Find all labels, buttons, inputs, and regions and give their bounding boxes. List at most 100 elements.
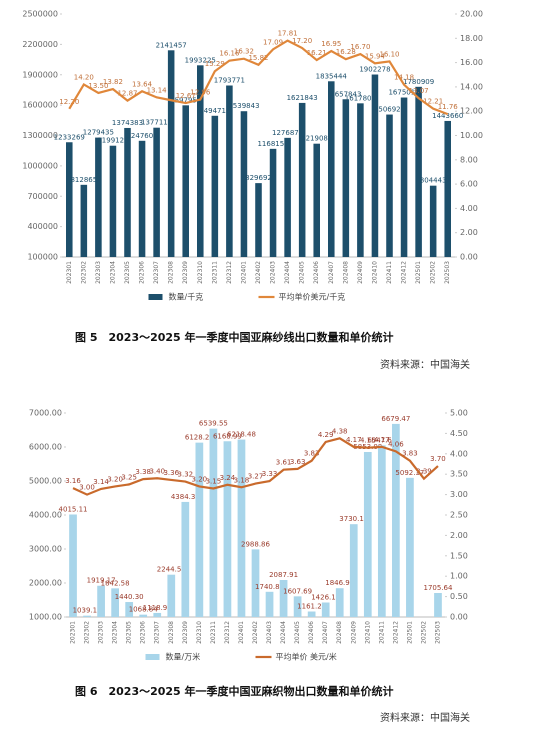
x-tick-label: 202409 xyxy=(350,621,357,644)
line-value-label: 12.20 xyxy=(59,98,79,106)
x-tick-label: 202407 xyxy=(328,261,335,284)
line-value-label: 3.63 xyxy=(290,458,306,466)
bar-value-label: 1539843 xyxy=(228,102,259,110)
line-value-label: 3.61 xyxy=(276,459,292,467)
line-value-label: 16.10 xyxy=(379,50,399,58)
bar-value-label: 1993225 xyxy=(185,56,216,64)
line-value-label: 13.50 xyxy=(88,82,108,90)
x-tick-label: 202306 xyxy=(139,261,146,284)
x-tick-label: 202406 xyxy=(313,261,320,284)
bar xyxy=(109,145,117,257)
source: 资料来源：中国海关 xyxy=(380,358,470,371)
bar-value-label: 1780909 xyxy=(403,78,434,86)
x-tick-label: 202410 xyxy=(371,261,378,284)
bar xyxy=(434,593,442,617)
x-tick-label: 202304 xyxy=(112,621,119,644)
bar-value-label: 6168.99 xyxy=(213,432,242,440)
x-tick-label: 202310 xyxy=(197,261,204,284)
line-value-label: 3.24 xyxy=(220,474,236,482)
bar-value-label: 5092.37 xyxy=(395,469,424,477)
bar-value-label: 2988.86 xyxy=(241,540,270,548)
line-value-label: 4.17 xyxy=(374,436,390,444)
bar-value-label: 6679.47 xyxy=(381,415,410,423)
y2-tick-label: 14.00 xyxy=(460,82,483,91)
bar-value-label: 1247604 xyxy=(126,132,158,140)
caption: 图 6 2023～2025 年一季度中国亚麻织物出口数量和单价统计 xyxy=(75,684,394,698)
x-tick-label: 202305 xyxy=(124,261,131,284)
bar-value-label: 6047.64 xyxy=(367,436,396,444)
bar xyxy=(321,602,330,617)
x-tick-label: 202411 xyxy=(386,261,393,284)
y2-tick-label: 2.50 xyxy=(450,511,468,520)
line-value-label: 12.67 xyxy=(176,92,196,100)
bar-value-label: 1276877 xyxy=(272,129,303,137)
legend-label: 数量/千克 xyxy=(169,292,204,302)
bar-value-label: 4015.11 xyxy=(59,505,88,513)
line-value-label: 16.70 xyxy=(350,43,370,51)
bar-value-label: 2087.91 xyxy=(269,571,298,579)
bar xyxy=(226,85,233,258)
bar-value-label: 6218.48 xyxy=(227,431,256,439)
y2-tick-label: 16.00 xyxy=(460,58,483,67)
y2-tick-label: 10.00 xyxy=(460,131,483,140)
bar xyxy=(139,614,148,617)
y2-tick-label: 6.00 xyxy=(460,180,478,189)
line-value-label: 14.20 xyxy=(74,73,94,81)
bar xyxy=(182,105,189,258)
y2-tick-label: 12.00 xyxy=(460,107,483,116)
x-tick-label: 202304 xyxy=(109,261,116,284)
line xyxy=(72,437,439,496)
line-value-label: 12.96 xyxy=(190,89,211,97)
line-value-label: 12.87 xyxy=(117,90,137,98)
bar-value-label: 1199126 xyxy=(97,137,129,145)
y2-tick-label: 3.50 xyxy=(450,470,468,479)
bar xyxy=(111,588,119,617)
x-tick-label: 202312 xyxy=(224,621,231,644)
line-value-label: 13.64 xyxy=(132,80,153,88)
x-tick-label: 202406 xyxy=(308,621,315,644)
y-tick-label: 2200000 xyxy=(22,40,58,49)
bar xyxy=(237,439,246,617)
x-tick-label: 202308 xyxy=(168,621,175,644)
line-value-label: 15.82 xyxy=(248,54,268,62)
y-tick-label: 1300000 xyxy=(22,131,58,140)
x-tick-label: 202303 xyxy=(95,261,102,284)
x-tick-label: 202311 xyxy=(210,621,217,644)
x-tick-label: 202404 xyxy=(284,261,291,284)
bar xyxy=(284,137,291,257)
x-tick-label: 202503 xyxy=(444,261,451,284)
x-tick-label: 202403 xyxy=(266,621,273,644)
y-tick-label: 700000 xyxy=(27,192,58,201)
y2-tick-label: 8.00 xyxy=(460,155,478,164)
line-value-label: 3.32 xyxy=(178,471,194,479)
line-value-label: 3.20 xyxy=(107,475,123,483)
line-value-label: 4.29 xyxy=(318,431,334,439)
bar-value-label: 1118.98 xyxy=(143,604,172,612)
x-tick-label: 202409 xyxy=(357,261,364,284)
bar xyxy=(335,588,344,617)
x-tick-label: 202301 xyxy=(70,621,77,644)
bar xyxy=(279,580,288,617)
bar xyxy=(167,574,176,617)
line-value-label: 16.21 xyxy=(307,49,327,57)
x-tick-label: 202308 xyxy=(168,261,175,284)
x-tick-label: 202408 xyxy=(336,621,343,644)
bar-value-label: 1902278 xyxy=(359,66,390,74)
line-value-label: 3.15 xyxy=(206,477,222,485)
bar-value-label: 1675012 xyxy=(388,89,419,97)
bar-value-label: 1617802 xyxy=(345,94,376,102)
bar-value-label: 1377117 xyxy=(141,119,172,127)
y-tick-label: 1900000 xyxy=(22,70,58,79)
line-value-label: 16.32 xyxy=(234,48,254,56)
bar xyxy=(377,445,386,617)
bar xyxy=(406,477,414,617)
line-value-label: 3.20 xyxy=(192,475,208,483)
x-tick-label: 202407 xyxy=(322,621,329,644)
line-value-label: 3.40 xyxy=(149,467,165,475)
bar xyxy=(97,585,105,617)
bar xyxy=(69,514,77,617)
line-value-label: 3.83 xyxy=(402,450,418,458)
bar-value-label: 1443660 xyxy=(432,112,463,120)
line-value-label: 11.76 xyxy=(438,103,459,111)
x-tick-label: 202303 xyxy=(98,621,105,644)
